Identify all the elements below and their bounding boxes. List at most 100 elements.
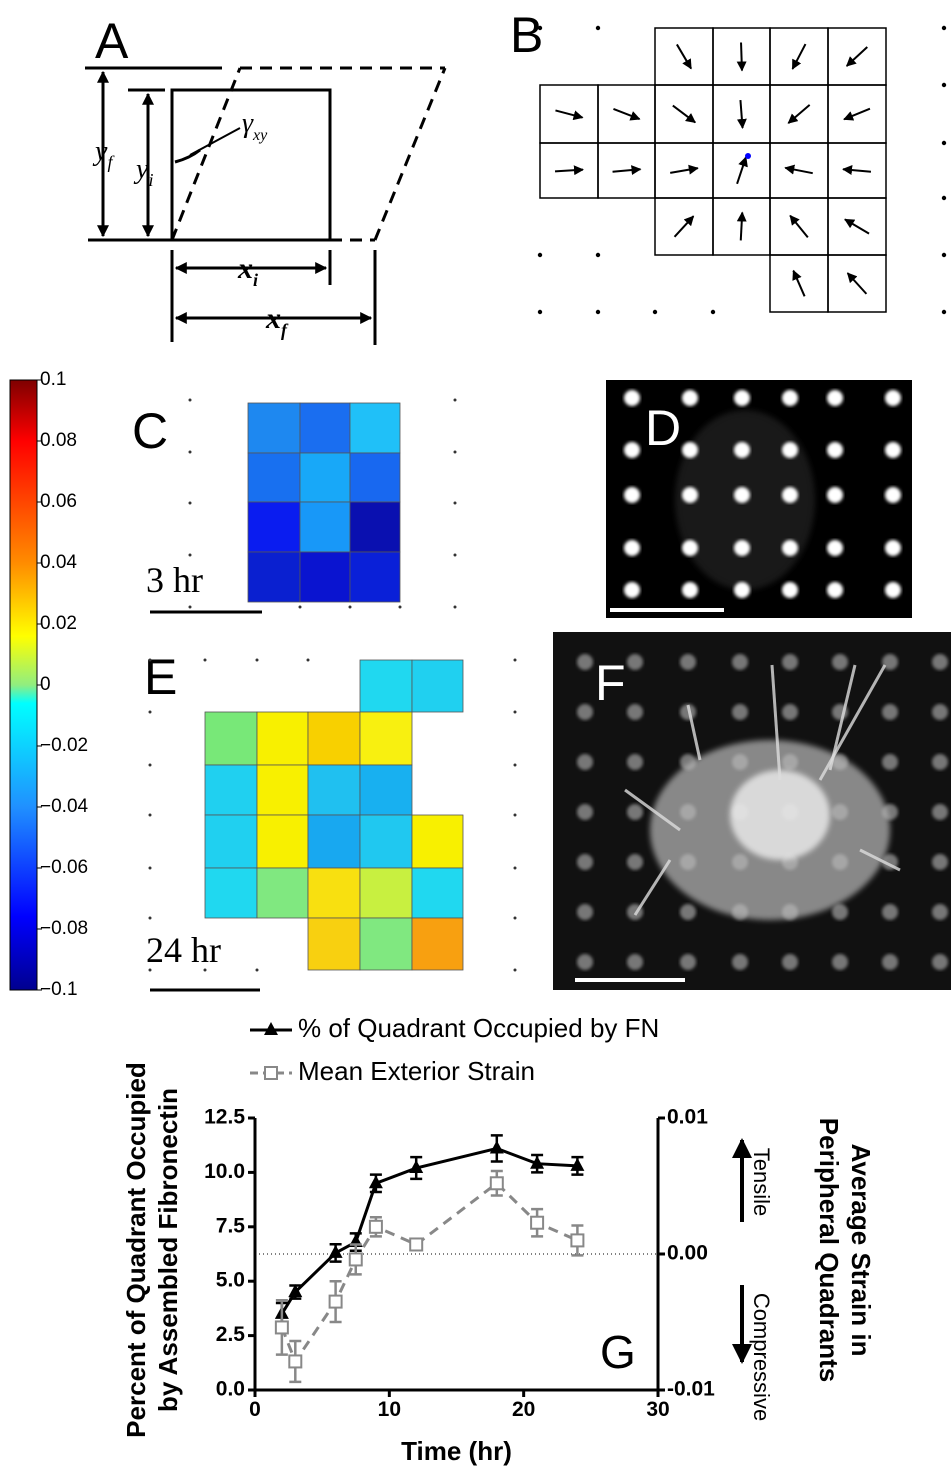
- y-tick-label: 10.0: [204, 1160, 245, 1183]
- post: [734, 487, 750, 503]
- post-dot: [453, 553, 457, 557]
- displacement-arrow: [736, 156, 748, 185]
- fibril: [818, 664, 887, 781]
- displacement-arrow: [736, 99, 747, 129]
- colorbar-tick-label: −0.06: [40, 857, 88, 878]
- post: [832, 654, 848, 670]
- post-dot: [595, 252, 601, 258]
- post: [885, 442, 901, 458]
- strain-cell: [307, 867, 361, 919]
- marker: [288, 1284, 303, 1298]
- time-label: 24 hr: [146, 930, 221, 970]
- post: [577, 754, 593, 770]
- strain-cell: [307, 764, 361, 816]
- post: [782, 954, 798, 970]
- strain-cell: [827, 254, 887, 313]
- post-dot: [148, 968, 152, 972]
- strain-cell: [411, 917, 464, 971]
- post-dot: [941, 25, 947, 31]
- post: [932, 804, 948, 820]
- displacement-arrow: [555, 109, 584, 121]
- fibril: [686, 704, 702, 761]
- strain-cell: [247, 551, 301, 603]
- displacement-arrow: [613, 108, 641, 121]
- post-dot: [513, 968, 517, 972]
- fibril: [624, 788, 681, 832]
- post: [577, 804, 593, 820]
- post: [882, 954, 898, 970]
- post: [577, 854, 593, 870]
- displacement-arrow: [789, 214, 809, 238]
- panel-letter: F: [595, 655, 626, 711]
- marker: [368, 1219, 383, 1234]
- strain-cell: [256, 764, 309, 816]
- colorbar-tick-label: 0.1: [40, 369, 66, 390]
- post: [885, 582, 901, 598]
- post: [932, 854, 948, 870]
- legend-label: % of Quadrant Occupied by FN: [298, 1013, 659, 1043]
- panel-a: A yf yi γxy xi xf: [85, 13, 447, 345]
- displacement-arrow: [846, 272, 868, 295]
- displacement-arrow: [736, 42, 747, 72]
- strain-cell: [204, 711, 258, 766]
- post-dot: [595, 25, 601, 31]
- strain-cell: [349, 402, 401, 454]
- strain-cell: [359, 917, 413, 971]
- post-dot: [941, 195, 947, 201]
- post: [627, 854, 643, 870]
- label-base: y: [133, 154, 149, 185]
- x-tick-label: 30: [646, 1398, 669, 1421]
- y2-tick-label: -0.01: [667, 1378, 715, 1401]
- y2-axis-label: Average Strain in: [846, 1144, 876, 1357]
- center-dot: [745, 153, 751, 159]
- post-dot: [348, 605, 352, 609]
- post-dot: [188, 605, 192, 609]
- post-dot: [306, 658, 310, 662]
- post-dot: [941, 82, 947, 88]
- strain-cell: [204, 814, 258, 869]
- label-sub: f: [281, 320, 289, 340]
- post: [932, 904, 948, 920]
- post-dot: [513, 866, 517, 870]
- colorbar-tick-label: −0.08: [40, 918, 88, 939]
- strain-cell: [299, 501, 351, 553]
- post-dot: [188, 450, 192, 454]
- post-dot: [148, 916, 152, 920]
- label-sub: f: [107, 152, 115, 172]
- panel-f: F: [553, 632, 951, 990]
- x-tick-label: 0: [249, 1398, 261, 1421]
- post: [827, 582, 843, 598]
- y2-axis-label: Peripheral Quadrants: [814, 1118, 844, 1382]
- post: [782, 654, 798, 670]
- post: [577, 904, 593, 920]
- post: [885, 390, 901, 406]
- post: [732, 654, 748, 670]
- label-sub: i: [253, 270, 258, 290]
- displacement-arrow: [554, 165, 584, 176]
- post: [734, 390, 750, 406]
- post: [782, 540, 798, 556]
- label-xf: xf: [265, 302, 289, 340]
- post: [827, 390, 843, 406]
- marker: [328, 1294, 343, 1309]
- post: [624, 582, 640, 598]
- displacement-arrow: [672, 104, 696, 124]
- marker: [489, 1140, 504, 1154]
- panel-letter: G: [600, 1326, 636, 1378]
- post-dot: [453, 398, 457, 402]
- strain-cell: [359, 814, 413, 869]
- strain-cell: [247, 501, 301, 553]
- label-base: γ: [242, 108, 254, 139]
- post-dot: [941, 309, 947, 315]
- marker: [570, 1233, 585, 1248]
- strain-cell: [299, 551, 351, 603]
- post-dot: [148, 813, 152, 817]
- panel-letter: E: [144, 649, 177, 705]
- post-dot: [203, 968, 207, 972]
- panel-b: B: [510, 7, 947, 315]
- marker: [368, 1175, 383, 1189]
- post: [577, 654, 593, 670]
- x-tick-label: 10: [378, 1398, 401, 1421]
- post: [624, 390, 640, 406]
- post: [627, 654, 643, 670]
